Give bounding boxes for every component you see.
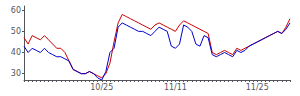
svg-text:50: 50 xyxy=(11,27,21,36)
svg-text:60: 60 xyxy=(11,6,21,15)
svg-text:30: 30 xyxy=(11,69,21,78)
svg-text:40: 40 xyxy=(11,48,21,57)
svg-text:11/11: 11/11 xyxy=(164,83,187,92)
svg-text:10/25: 10/25 xyxy=(90,83,113,92)
svg-text:11/25: 11/25 xyxy=(246,83,269,92)
